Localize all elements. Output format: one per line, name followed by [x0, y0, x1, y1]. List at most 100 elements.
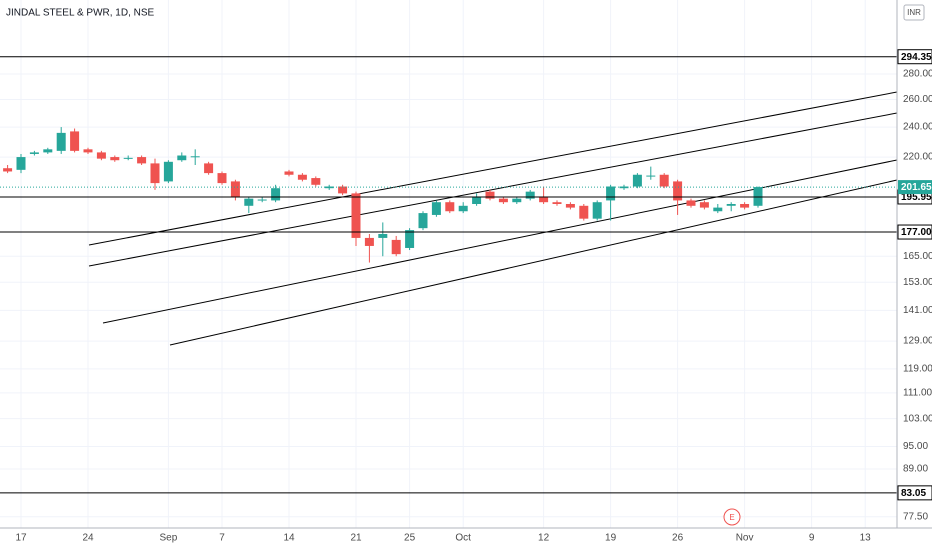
candle-body: [29, 152, 39, 154]
level-label-box: [897, 485, 932, 501]
y-tick-label: 153.00: [903, 277, 932, 288]
candle-body: [552, 202, 562, 204]
candle-body: [686, 200, 696, 206]
candle-body: [699, 202, 709, 208]
level-label-box: [897, 49, 932, 65]
level-label: 177.00: [901, 227, 932, 238]
candle-body: [659, 174, 669, 187]
candle-body: [673, 181, 683, 201]
y-tick-label: 260.00: [903, 94, 932, 105]
candle-body: [364, 237, 374, 246]
x-tick-label: Sep: [160, 533, 178, 544]
candle-body: [378, 233, 388, 238]
candle-body: [445, 202, 455, 212]
candle-body: [391, 239, 401, 255]
y-tick-label: 77.50: [903, 511, 928, 522]
candle-body: [485, 191, 495, 199]
candle-body: [96, 152, 106, 159]
trend-line: [88, 91, 898, 246]
candle-body: [351, 193, 361, 238]
candle-body: [458, 205, 468, 212]
candle-body: [311, 178, 321, 185]
candle-body: [204, 163, 214, 174]
x-tick-label: 13: [860, 533, 872, 544]
x-tick-label: 21: [350, 533, 362, 544]
candle-body: [257, 199, 267, 201]
candle-body: [405, 230, 415, 248]
earnings-label: E: [729, 513, 734, 522]
candle-body: [418, 213, 428, 229]
x-tick-label: 12: [538, 533, 550, 544]
x-tick-label: 9: [809, 533, 815, 544]
candle-body: [632, 174, 642, 187]
candle-body: [43, 149, 53, 153]
level-label: 195.95: [901, 192, 932, 203]
level-label: 294.35: [901, 52, 932, 63]
y-tick-label: 220.00: [903, 152, 932, 163]
trend-line: [169, 179, 898, 346]
x-tick-label: 24: [82, 533, 94, 544]
candle-body: [123, 157, 133, 159]
last-price-box: [898, 180, 932, 195]
candle-body: [579, 205, 589, 219]
currency-badge[interactable]: [903, 4, 925, 21]
candle-body: [3, 168, 13, 172]
candle-body: [338, 186, 348, 194]
candles: [0, 56, 897, 494]
candle-body: [230, 181, 240, 197]
y-tick-label: 129.00: [903, 336, 932, 347]
x-tick-label: Nov: [736, 533, 754, 544]
candle-body: [163, 161, 173, 182]
candle-body: [592, 202, 602, 219]
y-tick-label: 165.00: [903, 251, 932, 262]
level-label: 83.05: [901, 488, 926, 499]
x-tick-label: 19: [605, 533, 617, 544]
candle-body: [56, 132, 66, 151]
y-tick-label: 103.00: [903, 413, 932, 424]
candle-body: [244, 198, 254, 206]
trend-line: [88, 112, 898, 267]
currency: INR: [907, 8, 921, 17]
candle-body: [646, 175, 656, 177]
y-tick-label: 141.00: [903, 305, 932, 316]
y-tick-label: 89.00: [903, 464, 928, 475]
candle-body: [271, 188, 281, 201]
y-tick-label: 119.00: [903, 364, 932, 375]
candle-body: [83, 149, 93, 153]
chart-title: JINDAL STEEL & PWR, 1D, NSE: [6, 8, 155, 19]
candle-body: [177, 155, 187, 161]
candle-body: [512, 198, 522, 203]
y-tick-label: 240.00: [903, 122, 932, 133]
candle-body: [217, 173, 227, 184]
x-tick-label: 17: [15, 533, 27, 544]
last-price-label: 201.65: [901, 182, 932, 193]
candle-body: [606, 186, 616, 201]
candle-body: [726, 203, 736, 206]
candle-body: [70, 131, 80, 151]
candle-body: [110, 157, 120, 161]
x-tick-label: 25: [404, 533, 416, 544]
labels: 77.50 89.00 95.00 103.00 111.00 119.00 129.00 1…: [15, 49, 932, 544]
y-tick-label: 280.00: [903, 69, 932, 80]
candle-body: [565, 203, 575, 208]
trend-lines: [88, 91, 898, 346]
candle-body: [431, 202, 441, 215]
candle-body: [297, 174, 307, 180]
candle-body: [740, 203, 750, 208]
candle-body: [713, 207, 723, 212]
y-tick-label: 95.00: [903, 441, 928, 452]
candle-body: [472, 196, 482, 204]
x-tick-label: 7: [219, 533, 225, 544]
earnings-marker[interactable]: [723, 508, 741, 526]
candle-body: [525, 191, 535, 199]
x-tick-label: 14: [283, 533, 295, 544]
trend-line: [102, 159, 898, 324]
candle-body: [539, 196, 549, 203]
candle-body: [753, 187, 763, 206]
candle-body: [324, 186, 334, 189]
candle-body: [284, 171, 294, 175]
candle-body: [150, 163, 160, 184]
candle-body: [190, 156, 200, 158]
level-label-box: [897, 224, 932, 240]
